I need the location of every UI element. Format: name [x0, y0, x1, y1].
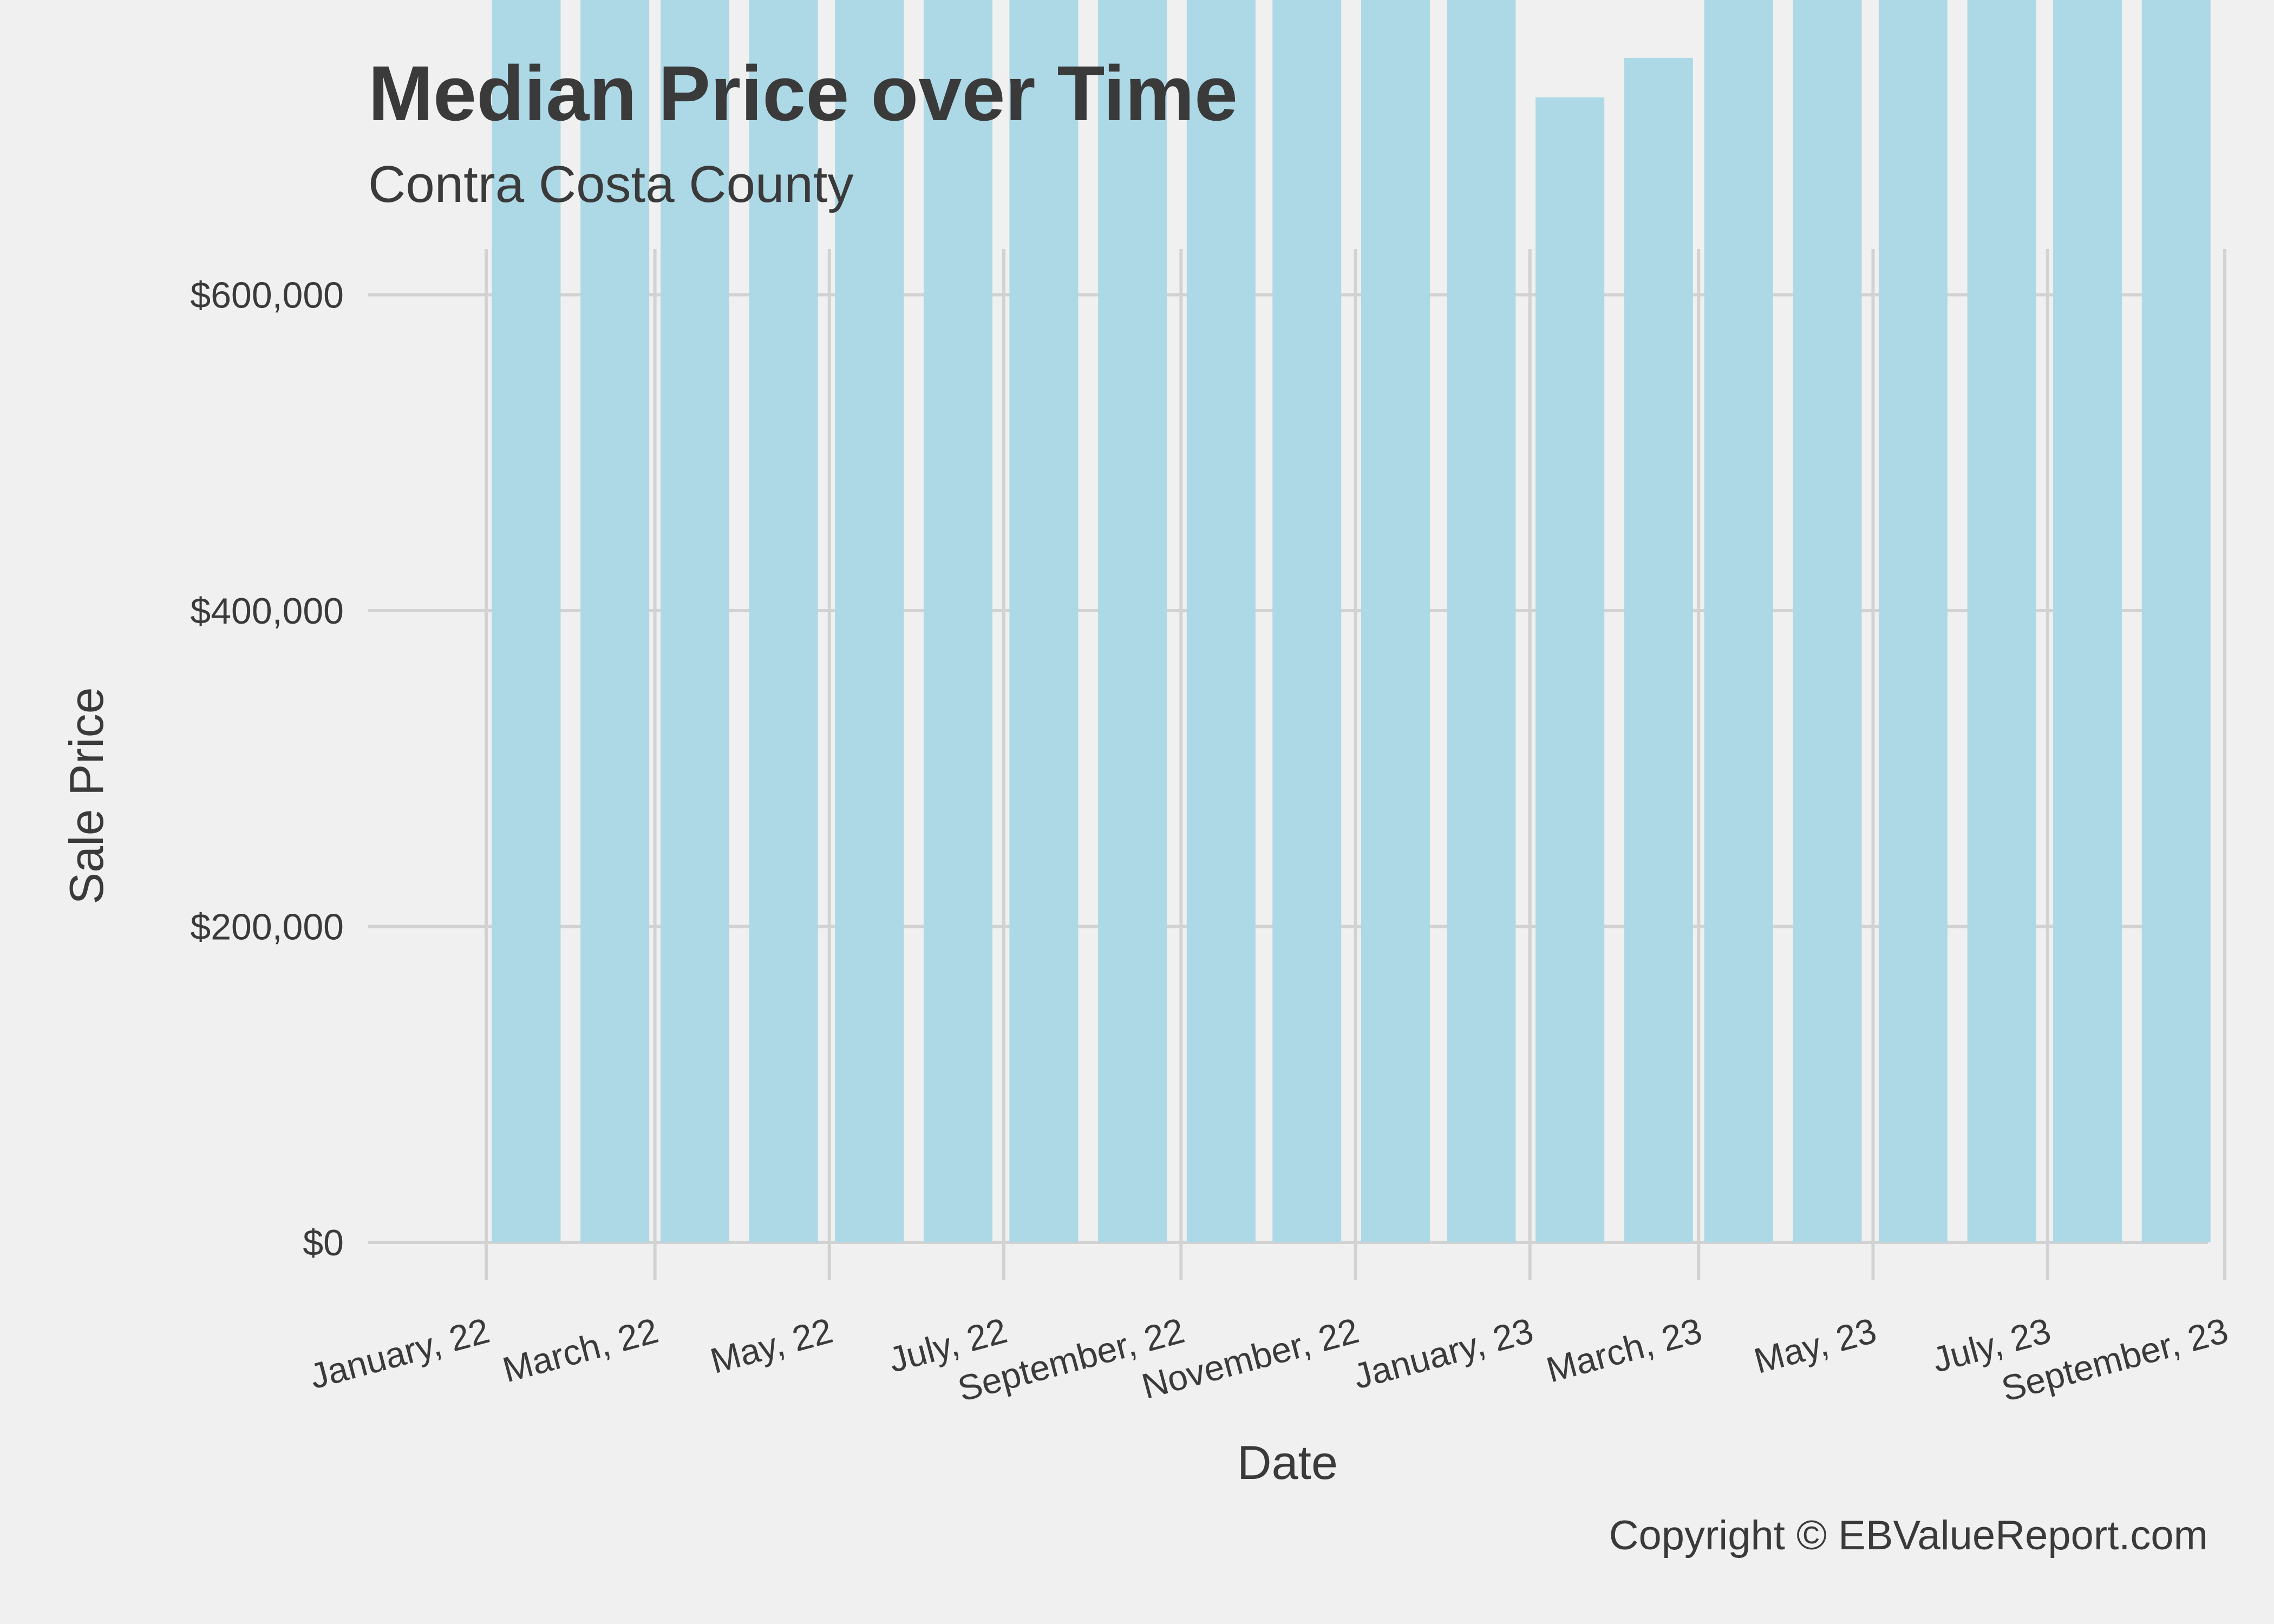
y-axis-label: Sale Price [60, 687, 113, 904]
copyright-caption: Copyright © EBValueReport.com [1609, 1512, 2208, 1558]
bar-2022-02 [580, 0, 650, 1243]
bars [492, 0, 2211, 1243]
bar-2023-07 [2053, 0, 2122, 1242]
bar-2022-11 [1361, 0, 1430, 1242]
bar-2023-02 [1624, 57, 1693, 1242]
chart-subtitle: Contra Costa County [368, 155, 853, 213]
bar-2022-01 [492, 0, 561, 1242]
x-axis-label: Date [1237, 1436, 1338, 1489]
y-tick-label-0: $0 [303, 1222, 344, 1263]
chart-title: Median Price over Time [368, 50, 1238, 137]
bar-2022-06 [923, 0, 992, 1242]
bar-2022-12 [1447, 0, 1516, 1242]
bar-2023-01 [1535, 97, 1605, 1242]
bar-2023-06 [1967, 0, 2036, 1242]
bar-2023-04 [1793, 0, 1862, 1242]
bar-2022-08 [1098, 0, 1167, 1242]
y-tick-labels: $0$200,000$400,000$600,000$800,000$1,000… [190, 275, 344, 1264]
bar-2023-03 [1704, 0, 1773, 1242]
bar-2022-04 [749, 0, 818, 1242]
y-tick-label-3: $600,000 [190, 275, 344, 316]
bar-2023-08 [2141, 0, 2211, 1242]
y-tick-label-1: $200,000 [190, 907, 344, 948]
bar-2022-10 [1272, 0, 1342, 1242]
bar-2022-09 [1186, 0, 1256, 1242]
bar-2022-07 [1009, 0, 1079, 1242]
bar-2022-05 [835, 0, 904, 1242]
bar-2023-05 [1878, 0, 1948, 1242]
y-tick-label-2: $400,000 [190, 591, 344, 632]
bar-2022-03 [661, 0, 730, 1243]
